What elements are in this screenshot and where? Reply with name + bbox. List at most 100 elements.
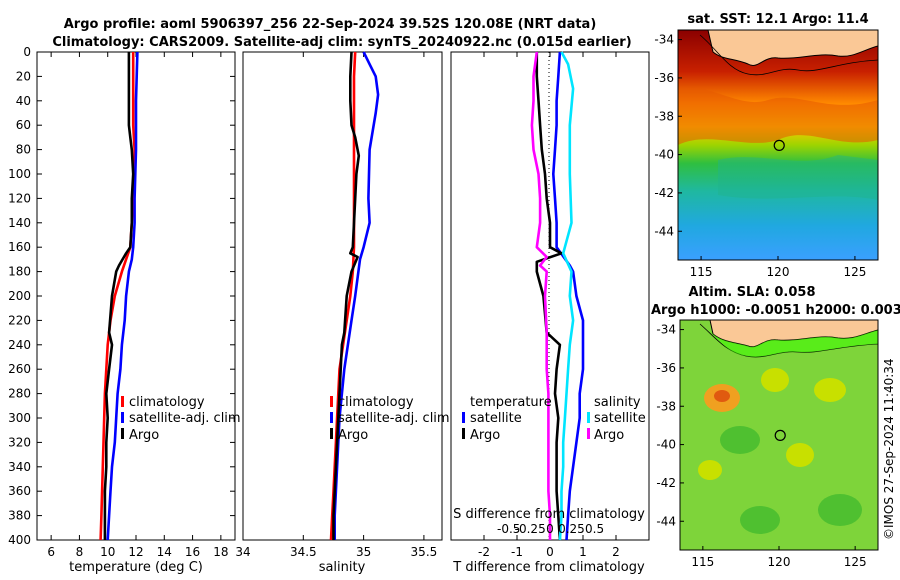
y-tick-label: 340 [8, 460, 31, 474]
map-y-tick-label: -36 [656, 361, 676, 375]
copyright-stamp: ©IMOS 27-Sep-2024 11:40:34 [882, 358, 896, 540]
sst-field [678, 30, 878, 260]
legend-swatch-s-satellite [587, 412, 590, 423]
map-y-tick-label: -38 [654, 109, 674, 123]
legend-label-t-satellite: satellite [470, 411, 522, 426]
salinity-difference-scale: -0.5-0.25 0 0.25 0.5 [497, 522, 604, 536]
y-tick-label: 280 [8, 387, 31, 401]
top-tick-label: -0.5 [497, 522, 520, 536]
legend-heading-salinity: salinity [594, 395, 641, 410]
series-line-s-satellite [558, 51, 575, 541]
land-australia [707, 30, 878, 66]
y-tick-label: 40 [16, 94, 31, 108]
legend-label-climatology: climatology [129, 395, 205, 410]
sst-warm-eddy [678, 87, 878, 145]
y-tick-label: 0 [23, 45, 31, 59]
y-tick-label: 100 [8, 167, 31, 181]
sla-high-core [714, 390, 730, 402]
sla-green-blob-2 [818, 494, 862, 526]
shelf-contour [699, 34, 878, 76]
legend-swatch-argo [330, 428, 333, 439]
salinity-axis: 34 34.5 35 35.5 [235, 52, 437, 559]
sla-yellow-blob-1 [761, 368, 789, 392]
map-y-tick-label: -42 [656, 476, 676, 490]
y-tick-label: 200 [8, 289, 31, 303]
top-tick-label: 0 [546, 522, 554, 536]
map-y-tick-label: -38 [656, 399, 676, 413]
series-line-argo [103, 52, 135, 540]
x-tick-label: 34 [235, 545, 250, 559]
difference-xlabel-top: S difference from climatology [453, 507, 645, 522]
map-y-tick-label: -44 [654, 224, 674, 238]
x-tick-label: 0 [546, 545, 554, 559]
map-y-tick-label: -44 [656, 514, 676, 528]
sst-argo-marker [773, 139, 785, 151]
legend-label-argo: Argo [338, 428, 368, 443]
legend-swatch-t-argo [462, 428, 465, 439]
x-tick-label: 8 [76, 545, 84, 559]
y-tick-label: 400 [8, 533, 31, 547]
series-line-satellite-adj-clim [106, 51, 139, 541]
y-tick-label: 80 [16, 143, 31, 157]
sla-green-blob-1 [720, 426, 760, 454]
salinity-plot-area [242, 51, 443, 541]
legend-label-s-satellite: satellite [594, 411, 646, 426]
series-line-climatology [99, 52, 136, 541]
y-tick-label: 220 [8, 313, 31, 327]
map-x-tick-label: 120 [768, 555, 791, 569]
shelf-band [706, 328, 878, 357]
x-tick-label: 16 [185, 545, 200, 559]
map-y-tick-label: -34 [656, 323, 676, 337]
series-line-t-satellite [551, 51, 585, 541]
map-x-tick-label: 120 [767, 265, 790, 279]
y-tick-label: 360 [8, 484, 31, 498]
x-tick-label: 34.5 [290, 545, 317, 559]
temperature-legend: climatology satellite-adj. clim Argo [121, 395, 241, 443]
legend-label-t-argo: Argo [470, 428, 500, 443]
sst-cool-tongue [718, 155, 878, 200]
legend-label-satellite: satellite-adj. clim [338, 411, 450, 426]
map-y-tick-label: -40 [656, 438, 676, 452]
legend-heading-temperature: temperature [470, 395, 552, 410]
x-tick-label: -1 [511, 545, 523, 559]
figure-title-line2: Climatology: CARS2009. Satellite-adj cli… [52, 35, 631, 50]
legend-swatch-climatology [330, 396, 333, 407]
salinity-xlabel: salinity [319, 560, 366, 575]
legend-swatch-s-argo [587, 428, 590, 439]
temperature-panel: 0204060801001201401601802002202402602803… [8, 45, 649, 575]
y-tick-label: 260 [8, 362, 31, 376]
sla-yellow-blob-2 [814, 378, 846, 402]
sla-yellow-blob-4 [698, 460, 722, 480]
map-y-tick-label: -40 [654, 148, 674, 162]
sla-map-title: Altim. SLA: 0.058 [689, 285, 816, 300]
x-tick-label: -2 [478, 545, 490, 559]
y-tick-label: 20 [16, 69, 31, 83]
top-tick-label: 0.25 [558, 522, 585, 536]
legend-swatch-climatology [121, 396, 124, 407]
legend-label-satellite: satellite-adj. clim [129, 411, 241, 426]
legend-label-argo: Argo [129, 428, 159, 443]
sla-map-image [680, 320, 878, 550]
legend-swatch-satellite [121, 412, 124, 423]
x-tick-label: 35 [356, 545, 371, 559]
sst-map-image [678, 30, 878, 260]
salinity-legend: climatology satellite-adj. clim Argo [330, 395, 450, 443]
y-tick-label: 240 [8, 338, 31, 352]
top-tick-label: -0.25 [515, 522, 546, 536]
y-tick-label: 60 [16, 118, 31, 132]
difference-legend-right: salinity satellite Argo [587, 395, 646, 443]
sla-map-panel: Altim. SLA: 0.058 Argo h1000: -0.0051 h2… [651, 285, 900, 569]
sla-green-blob-3 [740, 506, 780, 534]
sst-map-panel: sat. SST: 12.1 Argo: 11.4 [654, 12, 879, 279]
difference-legend-left: temperature satellite Argo [462, 395, 552, 443]
series-line-argo [332, 51, 361, 540]
map-x-tick-label: 125 [844, 555, 867, 569]
difference-xlabel: T difference from climatology [452, 560, 645, 575]
map-x-tick-label: 115 [690, 265, 713, 279]
series-line-s-argo [530, 51, 552, 540]
salinity-panel: 34 34.5 35 35.5 salinity climatology satell… [235, 51, 450, 575]
y-tick-label: 160 [8, 240, 31, 254]
x-tick-label: 14 [157, 545, 172, 559]
sla-yellow-blob-3 [786, 443, 814, 467]
